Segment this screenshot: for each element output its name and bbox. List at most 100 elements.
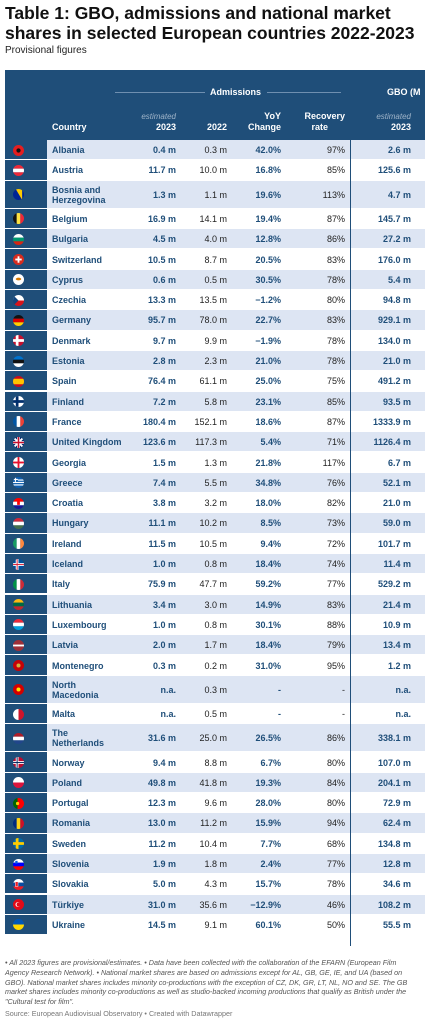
gbo-2023-cell: 11.4 m [383, 559, 411, 570]
admissions-2022-cell: 0.3 m [204, 684, 227, 695]
table-row: Iceland 1.0 m 0.8 m 18.4% 74% 11.4 m [5, 553, 425, 575]
admissions-2023-cell: 2.0 m [152, 640, 176, 651]
recovery-rate-cell: 46% [326, 899, 345, 910]
recovery-rate-cell: 75% [326, 376, 345, 387]
country-cell: Romania [52, 818, 91, 829]
admissions-2022-cell: 9.1 m [204, 919, 227, 930]
table-row: Hungary 11.1 m 10.2 m 8.5% 73% 59.0 m [5, 513, 425, 534]
table-row: Croatia 3.8 m 3.2 m 18.0% 82% 21.0 m [5, 493, 425, 514]
flag-cell [5, 432, 47, 452]
yoy-change-cell: 15.9% [255, 818, 281, 829]
admissions-2023-cell: 7.2 m [152, 396, 176, 407]
flag-icon [13, 899, 24, 911]
col-2023-header: 2023 [155, 122, 176, 132]
table-row: Belgium 16.9 m 14.1 m 19.4% 87% 145.7 m [5, 208, 425, 230]
col-country-header: Country [52, 122, 87, 132]
flag-cell [5, 655, 47, 675]
country-cell: Switzerland [52, 254, 103, 265]
admissions-2022-cell: 117.3 m [195, 437, 227, 448]
country-cell: Greece [52, 477, 83, 488]
admissions-2022-cell: 47.7 m [199, 579, 227, 590]
flag-cell [5, 635, 47, 655]
country-cell: Luxembourg [52, 619, 107, 630]
admissions-2022-cell: 14.1 m [199, 213, 227, 224]
recovery-rate-cell: 78% [326, 356, 345, 367]
yoy-change-cell: 30.5% [255, 274, 281, 285]
admissions-2022-cell: 8.7 m [204, 254, 227, 265]
gbo-2023-cell: 6.7 m [387, 457, 411, 468]
admissions-2023-cell: 49.8 m [147, 777, 176, 788]
gbo-2023-cell: 145.7 m [377, 213, 411, 224]
yoy-change-cell: - [278, 684, 281, 695]
admissions-2023-cell: 4.5 m [152, 234, 176, 245]
gbo-2023-cell: 491.2 m [377, 376, 411, 387]
admissions-2023-cell: 75.9 m [147, 579, 176, 590]
table-header: Admissions GBO (M Country estimated 2023… [5, 70, 425, 140]
gbo-2023-cell: 10.9 m [382, 619, 411, 630]
flag-icon [13, 144, 24, 156]
yoy-change-cell: −12.9% [250, 899, 281, 910]
country-cell: Finland [52, 396, 84, 407]
country-cell: Cyprus [52, 274, 84, 285]
flag-cell [5, 290, 47, 310]
recovery-rate-cell: 82% [326, 498, 345, 509]
flag-cell [5, 140, 47, 160]
gbo-2023-cell: 62.4 m [382, 818, 411, 829]
flag-cell [5, 772, 47, 792]
gbo-2023-cell: 176.0 m [377, 254, 411, 265]
admissions-2022-cell: 0.8 m [204, 559, 227, 570]
recovery-rate-cell: 80% [326, 757, 345, 768]
flag-cell [5, 371, 47, 391]
gbo-2023-cell: 338.1 m [377, 733, 411, 744]
table-row: Portugal 12.3 m 9.6 m 28.0% 80% 72.9 m [5, 793, 425, 814]
yoy-change-cell: 42.0% [255, 145, 281, 156]
gbo-2023-cell: 1333.9 m [372, 416, 411, 427]
admissions-2022-cell: 10.2 m [199, 518, 227, 529]
flag-icon [13, 558, 24, 570]
flag-cell [5, 813, 47, 833]
flag-icon [13, 396, 24, 408]
yoy-change-cell: 60.1% [255, 919, 281, 930]
flag-cell [5, 553, 47, 574]
flag-icon [13, 517, 24, 529]
col-recovery-header-2: rate [311, 122, 328, 132]
yoy-change-cell: 26.5% [255, 733, 281, 744]
flag-cell [5, 411, 47, 432]
country-cell: France [52, 416, 82, 427]
flag-cell [5, 853, 47, 874]
table-row: Denmark 9.7 m 9.9 m −1.9% 78% 134.0 m [5, 330, 425, 351]
admissions-2023-cell: 0.3 m [152, 660, 176, 671]
yoy-change-cell: 8.5% [260, 518, 281, 529]
gbo-group-label: GBO (M [387, 87, 421, 97]
country-cell: The Netherlands [52, 728, 105, 749]
admissions-2022-cell: 0.5 m [204, 274, 227, 285]
recovery-rate-cell: 73% [326, 518, 345, 529]
table-row: Germany 95.7 m 78.0 m 22.7% 83% 929.1 m [5, 310, 425, 331]
recovery-rate-cell: 95% [326, 660, 345, 671]
admissions-2023-cell: 2.8 m [152, 356, 176, 367]
flag-icon [13, 619, 24, 631]
gbo-2023-cell: 72.9 m [382, 798, 411, 809]
flag-cell [5, 793, 47, 813]
flag-cell [5, 391, 47, 411]
yoy-change-cell: 18.4% [255, 559, 281, 570]
flag-cell [5, 472, 47, 492]
table-row: United Kingdom 123.6 m 117.3 m 5.4% 71% 1126.… [5, 432, 425, 453]
country-cell: Montenegro [52, 660, 104, 671]
admissions-2023-cell: 123.6 m [142, 437, 176, 448]
flag-icon [13, 797, 24, 809]
recovery-rate-cell: 87% [326, 416, 345, 427]
yoy-change-cell: - [278, 709, 281, 720]
flag-icon [13, 355, 24, 367]
recovery-rate-cell: 76% [326, 477, 345, 488]
recovery-rate-cell: 77% [326, 579, 345, 590]
table-row: Slovakia 5.0 m 4.3 m 15.7% 78% 34.6 m [5, 874, 425, 895]
yoy-change-cell: 18.0% [255, 498, 281, 509]
admissions-2022-cell: 152.1 m [194, 416, 227, 427]
flag-cell [5, 703, 47, 724]
yoy-change-cell: 21.8% [255, 457, 281, 468]
gbo-2023-cell: 55.5 m [382, 919, 411, 930]
col-2023-estimated: estimated [141, 112, 176, 121]
recovery-rate-cell: - [342, 709, 345, 720]
admissions-2023-cell: 31.0 m [147, 899, 176, 910]
